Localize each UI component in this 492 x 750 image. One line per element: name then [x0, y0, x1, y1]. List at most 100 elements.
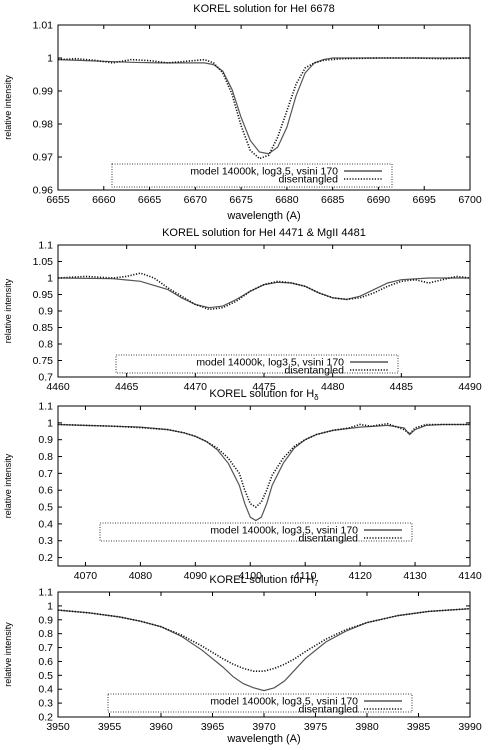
y-tick-label: 0.2: [38, 712, 53, 724]
x-tick-label: 6670: [184, 194, 208, 206]
y-tick-label: 1: [47, 53, 53, 65]
plot-frame: [57, 24, 471, 191]
legend-label: model 14000k, log3.5, vsini 170: [196, 357, 344, 369]
y-tick-label: 0.9: [38, 434, 53, 446]
y-tick-label: 1.1: [38, 401, 53, 413]
x-axis-label: wavelength (A): [226, 733, 300, 745]
x-tick-label: 6700: [458, 194, 482, 206]
chart-panel-1: KOREL solution for HeI 6678 6655 6660 6665 6…: [3, 3, 482, 222]
y-tick-label: 1: [47, 600, 53, 612]
x-tick-label: 6660: [92, 194, 116, 206]
chart-panel-2: KOREL solution for HeI 4471 & MgII 4481 4…: [3, 227, 482, 393]
y-tick-label: 0.9: [38, 614, 53, 626]
x-tick-label: 4070: [74, 570, 98, 582]
x-axis-label: wavelength (A): [226, 210, 300, 222]
x-tick-label: 4140: [458, 570, 482, 582]
x-tick-label: 4490: [458, 381, 482, 393]
x-tick-label: 4485: [390, 381, 414, 393]
chart-panel-3: KOREL solution for Hδ 4070 4080 4090 4100 411…: [3, 388, 482, 582]
y-tick-label: 0.9: [38, 306, 53, 318]
series-line-disentangled: [58, 272, 470, 311]
y-tick-label: 1: [47, 417, 53, 429]
y-tick-label: 1.05: [33, 256, 54, 268]
x-tick-label: 6695: [413, 194, 437, 206]
x-tick-label: 4110: [294, 570, 317, 582]
y-tick-label: 0.3: [38, 698, 53, 710]
y-tick-label: 0.7: [38, 372, 53, 384]
series-line-disentangled: [58, 57, 470, 160]
x-tick-label: 3970: [252, 721, 276, 733]
y-tick-label: 1: [47, 273, 53, 285]
legend-label: model 14000k, log3.5, vsini 170: [210, 696, 358, 708]
legend-box: [99, 522, 413, 542]
chart-panel-4: KOREL solution for H7 3950 3955 3960 3965 397…: [3, 574, 482, 745]
x-tick-label: 4120: [348, 570, 372, 582]
y-tick-label: 0.2: [38, 552, 53, 564]
y-tick-label: 0.99: [33, 86, 54, 98]
x-tick-label: 3955: [98, 721, 122, 733]
x-tick-label: 3965: [201, 721, 225, 733]
legend-label: disentangled: [284, 365, 344, 377]
x-tick-label: 3960: [149, 721, 173, 733]
x-tick-label: 3950: [46, 721, 70, 733]
y-tick-label: 0.75: [33, 355, 54, 367]
y-tick-label: 0.5: [38, 502, 53, 514]
legend-label: model 14000k, log3.5, vsini 170: [190, 166, 338, 178]
y-axis-label: relative intensity: [3, 453, 13, 518]
legend-label: disentangled: [278, 174, 338, 186]
y-tick-label: 0.4: [38, 684, 53, 696]
y-tick-label: 0.4: [38, 518, 53, 530]
series-line-model: [58, 277, 470, 309]
legend-label: disentangled: [298, 533, 358, 545]
x-tick-label: 6690: [367, 194, 391, 206]
chart-title: KOREL solution for HeI 4471 & MgII 4481: [162, 227, 366, 239]
legend-box: [111, 163, 393, 188]
chart-title: KOREL solution for HeI 6678: [193, 3, 334, 15]
x-tick-label: 4470: [184, 381, 208, 393]
x-tick-label: 6665: [138, 194, 162, 206]
y-tick-label: 1.01: [33, 20, 54, 32]
y-tick-label: 0.7: [38, 642, 53, 654]
y-tick-label: 0.95: [33, 289, 54, 301]
series-line-model: [58, 608, 470, 692]
legend-box: [107, 693, 413, 713]
y-tick-label: 0.85: [33, 322, 54, 334]
x-tick-label: 3990: [458, 721, 482, 733]
y-tick-label: 0.7: [38, 468, 53, 480]
chart-title: KOREL solution for Hδ: [209, 388, 319, 402]
y-tick-label: 1.1: [38, 587, 53, 599]
y-tick-label: 0.98: [33, 119, 54, 131]
y-tick-label: 0.97: [33, 152, 54, 164]
x-tick-label: 4475: [252, 381, 276, 393]
x-tick-label: 6685: [321, 194, 345, 206]
x-tick-label: 4465: [115, 381, 139, 393]
y-tick-label: 0.6: [38, 485, 53, 497]
y-tick-label: 0.8: [38, 339, 53, 351]
series-line-disentangled: [58, 607, 470, 673]
y-axis-label: relative intensity: [3, 75, 13, 140]
x-tick-label: 4480: [321, 381, 345, 393]
x-tick-label: 6680: [275, 194, 299, 206]
legend-box: [115, 354, 399, 374]
y-axis-label: relative intensity: [3, 622, 13, 687]
x-tick-label: 4090: [184, 570, 208, 582]
x-tick-label: 3975: [304, 721, 328, 733]
y-tick-label: 0.3: [38, 535, 53, 547]
x-tick-label: 3980: [355, 721, 379, 733]
x-tick-label: 4100: [239, 570, 263, 582]
y-tick-label: 0.96: [33, 185, 54, 197]
y-tick-label: 0.6: [38, 656, 53, 668]
x-tick-label: 6655: [46, 194, 70, 206]
x-tick-label: 4130: [403, 570, 427, 582]
y-tick-label: 0.8: [38, 451, 53, 463]
y-axis-label: relative intensity: [3, 278, 13, 343]
x-tick-label: 3985: [407, 721, 431, 733]
series-line-model: [58, 423, 470, 522]
series-line-model: [58, 57, 470, 155]
y-tick-label: 0.5: [38, 670, 53, 682]
y-tick-label: 0.8: [38, 628, 53, 640]
chart-title: KOREL solution for H7: [209, 574, 319, 588]
y-tick-label: 1.1: [38, 240, 53, 252]
x-tick-label: 6675: [229, 194, 253, 206]
